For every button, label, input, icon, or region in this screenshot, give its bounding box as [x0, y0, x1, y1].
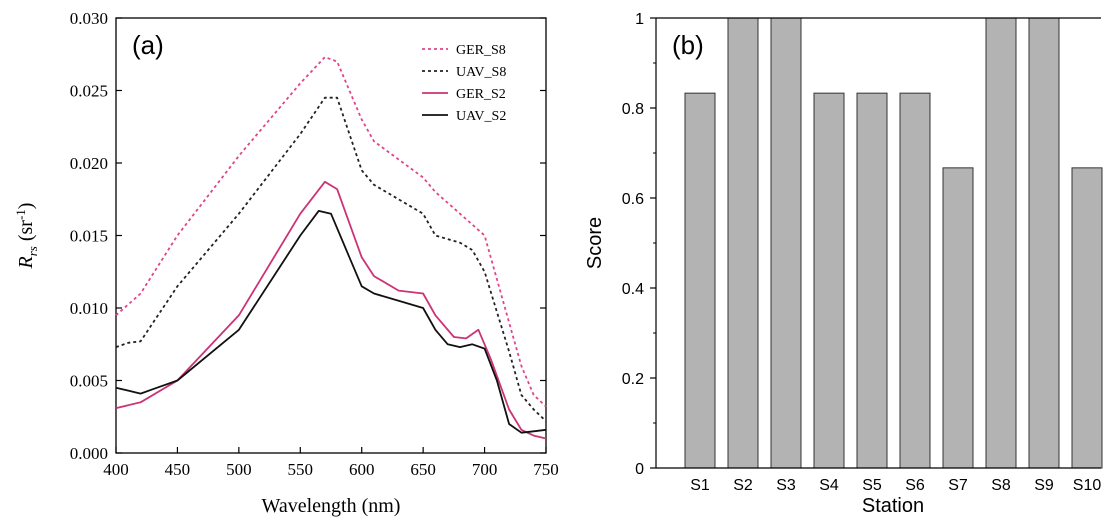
- bar-s6: [899, 92, 931, 469]
- panel-b-x-tick-label: S6: [905, 477, 925, 494]
- panel-b-bars: [684, 17, 1103, 469]
- series-line-uav-s2: [115, 209, 547, 434]
- panel-a-y-axis-subscript: rs: [25, 246, 40, 256]
- bar-s8: [985, 17, 1017, 469]
- bar-s7: [942, 167, 974, 469]
- panel-a-x-tick-label: 400: [103, 460, 129, 479]
- panel-b-y-tick-label: 0.2: [622, 371, 644, 388]
- panel-a-x-tick-label: 550: [288, 460, 314, 479]
- panel-b-x-tick-labels: S1 S2 S3 S4 S5 S6 S7 S8 S9 S10: [690, 477, 1101, 494]
- panel-a-x-tick-label: 450: [165, 460, 191, 479]
- panel-a-x-tick-label: 600: [349, 460, 375, 479]
- panel-a-series-lines: [115, 56, 547, 440]
- bar-s4: [813, 92, 845, 469]
- panel-a-legend: GER_S8 UAV_S8 GER_S2 UAV_S2: [422, 43, 506, 124]
- panel-b-label: (b): [672, 30, 704, 60]
- panel-b-x-tick-label: S9: [1034, 477, 1054, 494]
- legend-label: GER_S8: [456, 43, 506, 58]
- series-line-uav-s8: [115, 96, 547, 422]
- panel-b-x-tick-label: S8: [991, 477, 1011, 494]
- panel-b-x-tick-label: S4: [819, 477, 839, 494]
- panel-a-y-tick-label: 0.005: [70, 372, 108, 391]
- series-line-ger-s2: [115, 180, 547, 440]
- panel-b-y-tick-label: 0.8: [622, 101, 644, 118]
- bar-s3: [770, 17, 802, 469]
- bar-s5: [856, 92, 888, 469]
- panel-a-y-axis-unit-superscript: -1: [13, 209, 28, 220]
- panel-a-x-tick-label: 500: [226, 460, 252, 479]
- panel-a-label: (a): [132, 30, 164, 60]
- panel-a-y-tick-label: 0.020: [70, 154, 108, 173]
- panel-a-x-axis-title: Wavelength (nm): [262, 495, 401, 517]
- panel-a-x-tick-label: 750: [533, 460, 559, 479]
- panel-a-y-tick-label: 0.030: [70, 9, 108, 28]
- panel-b-y-ticks: 0 0.2 0.4 0.6 0.8 1: [622, 11, 656, 478]
- panel-a-x-ticks: 400 450 500 550 600 650 700 750: [103, 447, 559, 479]
- legend-label: UAV_S2: [456, 109, 506, 124]
- panel-b-x-tick-label: S7: [948, 477, 968, 494]
- panel-b-x-axis-title: Station: [862, 495, 924, 517]
- panel-b-x-tick-label: S1: [690, 477, 710, 494]
- panel-b-x-tick-label: S3: [776, 477, 796, 494]
- panel-a-x-tick-label: 700: [472, 460, 498, 479]
- legend-label: UAV_S8: [456, 65, 506, 80]
- panel-a-y-axis-unit-close: ): [15, 203, 37, 210]
- panel-b-y-tick-label: 0: [635, 461, 644, 478]
- panel-b-y-tick-label: 0.6: [622, 191, 644, 208]
- bar-s1: [684, 92, 716, 469]
- panel-a-y-axis-symbol: R: [15, 256, 37, 269]
- panel-b-y-tick-label: 1: [635, 11, 644, 28]
- panel-b-x-tick-label: S2: [733, 477, 753, 494]
- panel-a-y-axis-title: Rrs (sr-1): [13, 203, 40, 270]
- panel-a-y-ticks: 0.000 0.005 0.010 0.015 0.020 0.025 0.030: [70, 9, 546, 463]
- bar-s9: [1028, 17, 1060, 469]
- panel-a-y-tick-label: 0.000: [70, 444, 108, 463]
- panel-a-y-axis-unit: (sr: [15, 220, 37, 246]
- legend-label: GER_S2: [456, 87, 506, 102]
- panel-b-x-tick-label: S5: [862, 477, 882, 494]
- panel-a-y-tick-label: 0.010: [70, 299, 108, 318]
- panel-b-score-chart: 0 0.2 0.4 0.6 0.8 1 S1 S2 S3 S4 S5 S6 S7 S8 S9 S10 (b)…: [584, 11, 1103, 517]
- bar-s2: [727, 17, 759, 469]
- panel-b-x-tick-label: S10: [1073, 477, 1102, 494]
- panel-a-x-tick-label: 650: [410, 460, 436, 479]
- panel-a-y-tick-label: 0.025: [70, 82, 108, 101]
- bar-s10: [1071, 167, 1103, 469]
- panel-b-y-tick-label: 0.4: [622, 281, 644, 298]
- panel-b-y-axis-title: Score: [584, 217, 606, 269]
- series-line-ger-s8: [115, 56, 547, 408]
- panel-a-y-tick-label: 0.015: [70, 227, 108, 246]
- panel-a-plot-frame: [115, 17, 547, 454]
